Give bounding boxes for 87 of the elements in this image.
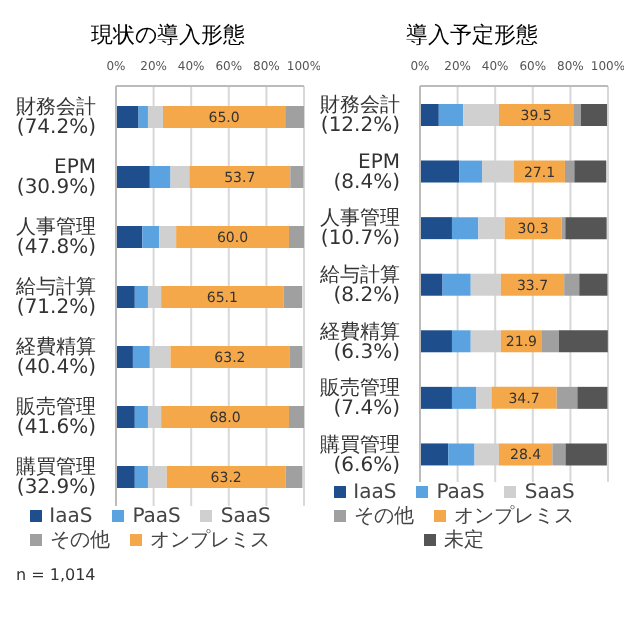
y-tick-label: 給与計算(71.2%) xyxy=(14,275,97,319)
bar xyxy=(556,386,578,409)
bar xyxy=(170,346,290,368)
y-tick-label: EPM(8.4%) xyxy=(333,151,401,194)
bar xyxy=(176,226,289,248)
legend-label: オンプレミス xyxy=(454,506,574,528)
bar xyxy=(138,106,148,128)
y-tick-label: 経費精算(40.4%) xyxy=(14,335,97,379)
bar xyxy=(573,104,581,126)
y-tick-label: 購買管理(6.6%) xyxy=(320,432,401,477)
bar xyxy=(420,443,449,466)
bar xyxy=(289,346,303,368)
bar xyxy=(283,286,303,308)
y-tick-label: 販売管理(41.6%) xyxy=(16,395,97,439)
bar xyxy=(116,226,143,248)
y-tick-label: 購買管理(32.9%) xyxy=(16,455,97,499)
bar xyxy=(420,217,452,240)
bar xyxy=(116,286,135,308)
legend-label: 未定 xyxy=(444,530,484,552)
bar xyxy=(448,443,475,466)
y-tick-label: 販売管理(7.4%) xyxy=(320,376,401,421)
bar xyxy=(116,406,135,428)
y-tick-label: 財務会計(12.2%) xyxy=(320,93,401,138)
legend-label: IaaS xyxy=(49,506,93,528)
bar xyxy=(288,226,304,248)
bar xyxy=(451,217,479,240)
bar xyxy=(459,160,483,183)
bar xyxy=(451,386,477,409)
bar xyxy=(285,466,303,488)
bar xyxy=(285,106,304,128)
bar xyxy=(438,104,464,126)
legend-label: PaaS xyxy=(132,506,181,528)
legend-label: SaaS xyxy=(524,482,575,504)
bar xyxy=(166,466,286,488)
bar xyxy=(420,330,452,353)
bar xyxy=(189,166,291,188)
bar xyxy=(451,330,471,353)
bar xyxy=(580,104,608,126)
bar xyxy=(134,286,148,308)
bar xyxy=(420,273,443,296)
legend-label: オンプレミス xyxy=(150,530,270,552)
bar xyxy=(442,273,471,296)
bar xyxy=(288,406,304,428)
bar xyxy=(558,330,608,353)
legend-label: SaaS xyxy=(220,506,271,528)
bar xyxy=(420,160,460,183)
bar xyxy=(574,160,607,183)
bar xyxy=(116,466,135,488)
bar xyxy=(476,386,492,409)
chart-title: 導入予定形態 xyxy=(404,20,540,50)
bar xyxy=(161,286,284,308)
bar xyxy=(552,443,566,466)
chart-title: 現状の導入形態 xyxy=(89,20,247,50)
bar xyxy=(116,106,139,128)
legend-label: その他 xyxy=(50,530,110,552)
bar xyxy=(542,330,559,353)
bar xyxy=(163,106,286,128)
bar xyxy=(134,466,148,488)
bar xyxy=(116,166,150,188)
bar xyxy=(132,346,150,368)
bar xyxy=(290,166,304,188)
bar xyxy=(134,406,148,428)
y-tick-label: 財務会計(74.2%) xyxy=(16,95,97,139)
y-tick-label: 経費精算(6.3%) xyxy=(318,319,401,364)
bar xyxy=(565,217,607,240)
legend-label: PaaS xyxy=(436,482,485,504)
bar xyxy=(420,386,452,409)
bar xyxy=(564,160,575,183)
bar xyxy=(149,166,171,188)
bar xyxy=(420,104,439,126)
y-tick-label: 給与計算(8.2%) xyxy=(318,263,401,307)
bar xyxy=(491,386,557,409)
text: n = 1,014 xyxy=(16,566,98,584)
bar xyxy=(142,226,160,248)
bar xyxy=(565,443,607,466)
bar xyxy=(159,226,177,248)
bar xyxy=(577,386,608,409)
bar xyxy=(579,273,608,296)
bar xyxy=(564,273,580,296)
bar xyxy=(161,406,289,428)
legend-label: IaaS xyxy=(353,482,397,504)
y-tick-label: 人事管理(10.7%) xyxy=(320,206,401,251)
y-tick-label: EPM(30.9%) xyxy=(16,157,97,199)
legend-label: その他 xyxy=(354,506,414,528)
bar xyxy=(116,346,133,368)
bar xyxy=(170,166,190,188)
y-tick-label: 人事管理(47.8%) xyxy=(16,215,97,259)
